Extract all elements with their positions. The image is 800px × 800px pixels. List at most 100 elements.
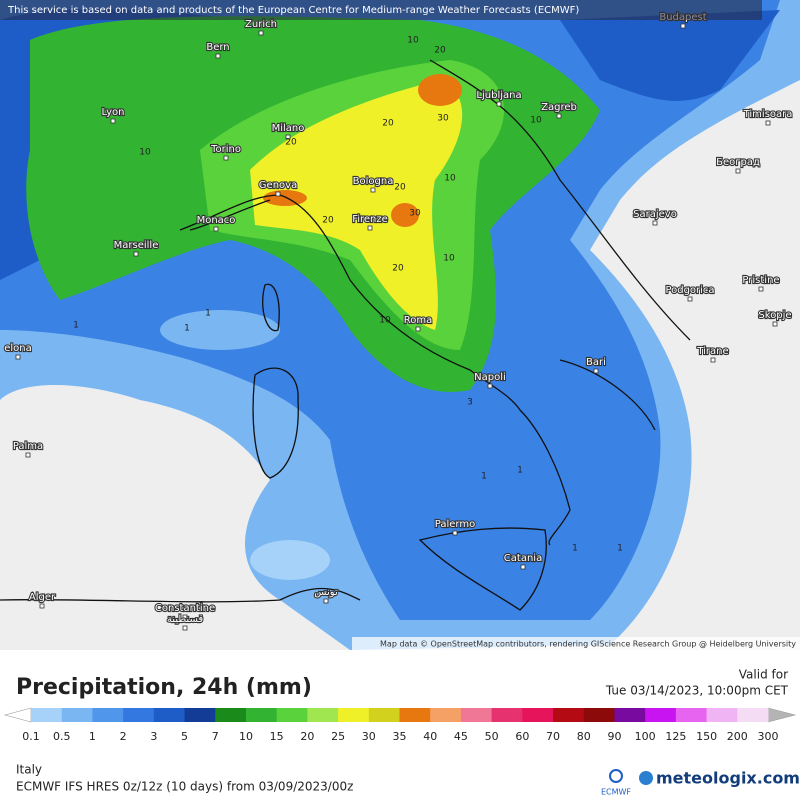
- contour-label: 1: [617, 544, 623, 554]
- precip-yellow: [250, 80, 463, 330]
- precip-orange: [391, 203, 419, 227]
- colorbar-label: 40: [423, 730, 437, 743]
- colorbar-over: [767, 707, 797, 723]
- city-label: Torino: [210, 144, 241, 155]
- city-label: Lyon: [101, 107, 124, 118]
- colorbar-label: 60: [515, 730, 529, 743]
- city-label: Ljubljana: [476, 90, 521, 101]
- colorbar-label: 90: [607, 730, 621, 743]
- contour-label: 10: [530, 116, 542, 126]
- colorbar-segment: [645, 708, 677, 722]
- city-marker: [680, 23, 686, 29]
- city-marker: [593, 368, 599, 374]
- colorbar-label: 20: [300, 730, 314, 743]
- contour-label: 1: [205, 309, 211, 319]
- city-label: Skopje: [758, 310, 791, 321]
- contour-label: 20: [285, 138, 297, 148]
- city-label: Roma: [404, 315, 433, 326]
- city-label: Zurich: [245, 19, 277, 30]
- colorbar-segment: [706, 708, 738, 722]
- colorbar-label: 5: [181, 730, 188, 743]
- precip-light: [160, 310, 280, 350]
- contour-label: 10: [444, 174, 456, 184]
- colorbar-segment: [338, 708, 370, 722]
- city-label: Marseille: [114, 240, 159, 251]
- city-marker: [323, 598, 329, 604]
- legend-panel: Precipitation, 24h (mm) Valid for Tue 03…: [3, 668, 800, 797]
- precip-orange: [418, 74, 462, 106]
- colorbar-segment: [245, 708, 278, 722]
- colorbar-label: 45: [454, 730, 468, 743]
- colorbar-label: 10: [239, 730, 253, 743]
- valid-time: Tue 03/14/2023, 10:00pm CET: [605, 684, 789, 698]
- city-marker: [758, 286, 764, 292]
- city-marker: [487, 383, 493, 389]
- colorbar-label: 80: [577, 730, 591, 743]
- region: Italy: [16, 763, 42, 777]
- colorbar-under: [3, 707, 32, 723]
- city-marker: [182, 614, 188, 620]
- colorbar-segment: [430, 708, 462, 722]
- colorbar-label: 0.1: [22, 730, 40, 743]
- colorbar-label: 1: [89, 730, 96, 743]
- city-marker: [223, 155, 229, 161]
- colorbar-label: 35: [393, 730, 407, 743]
- colorbar-segment: [675, 708, 708, 722]
- city-marker: [182, 625, 188, 631]
- colorbar-segment: [307, 708, 339, 722]
- contour-label: 20: [322, 216, 334, 226]
- city-marker: [15, 354, 21, 360]
- colorbar: 0.1 0.5 1 2 3 5 7 10 15 20 25 30 35 40 45 50 60 70 80 90 100…: [3, 707, 797, 743]
- city-marker: [735, 168, 741, 174]
- city-label: Monaco: [197, 215, 236, 226]
- colorbar-label: 150: [696, 730, 717, 743]
- city-marker: [258, 30, 264, 36]
- colorbar-segment: [184, 708, 216, 722]
- city-marker: [370, 187, 376, 193]
- ecmwf-logo: [609, 769, 623, 783]
- city-marker: [556, 113, 562, 119]
- colorbar-segment: [61, 708, 93, 722]
- colorbar-segment: [31, 708, 63, 722]
- city-label: Palma: [13, 441, 43, 452]
- city-marker: [25, 452, 31, 458]
- colorbar-segment: [583, 708, 615, 722]
- city-marker: [215, 53, 221, 59]
- city-labels: ZurichBudapestBernLjubljanaZagrebLyonTim…: [3, 11, 793, 631]
- contour-label: 20: [394, 183, 406, 193]
- colorbar-segment: [92, 708, 124, 722]
- ecmwf: ECMWF: [601, 788, 631, 797]
- notice: This service is based on data and produc…: [7, 5, 579, 16]
- city-label: Bari: [586, 357, 606, 368]
- city-label: Milano: [272, 123, 305, 134]
- city-marker: [652, 220, 658, 226]
- colorbar-segment: [614, 708, 646, 722]
- title: Precipitation, 24h (mm): [16, 675, 312, 700]
- colorbar-label: 3: [150, 730, 157, 743]
- contour-label: 1: [572, 544, 578, 554]
- valid-label: Valid for: [739, 668, 788, 682]
- contour-label: 10: [407, 36, 419, 46]
- city-label: Constantine: [155, 603, 215, 614]
- colorbar-segment: [153, 708, 186, 722]
- city-marker: [772, 321, 778, 327]
- city-label: Palermo: [435, 519, 475, 530]
- contour-label: 10: [139, 148, 151, 158]
- colorbar-label: 200: [727, 730, 748, 743]
- city-label: Firenze: [352, 214, 388, 225]
- colorbar-label: 25: [331, 730, 345, 743]
- city-label: Tirane: [696, 346, 728, 357]
- city-label: Catania: [504, 553, 542, 564]
- contour-label: 1: [184, 324, 190, 334]
- city-marker: [496, 101, 502, 107]
- colorbar-label: 50: [485, 730, 499, 743]
- city-label: Podgorica: [665, 285, 714, 296]
- contour-label: 3: [467, 398, 473, 408]
- colorbar-label: 0.5: [53, 730, 71, 743]
- city-marker: [367, 225, 373, 231]
- brand-logo: [639, 771, 653, 785]
- city-marker: [765, 120, 771, 126]
- colorbar-label: 100: [635, 730, 656, 743]
- city-label: Bologna: [353, 176, 394, 187]
